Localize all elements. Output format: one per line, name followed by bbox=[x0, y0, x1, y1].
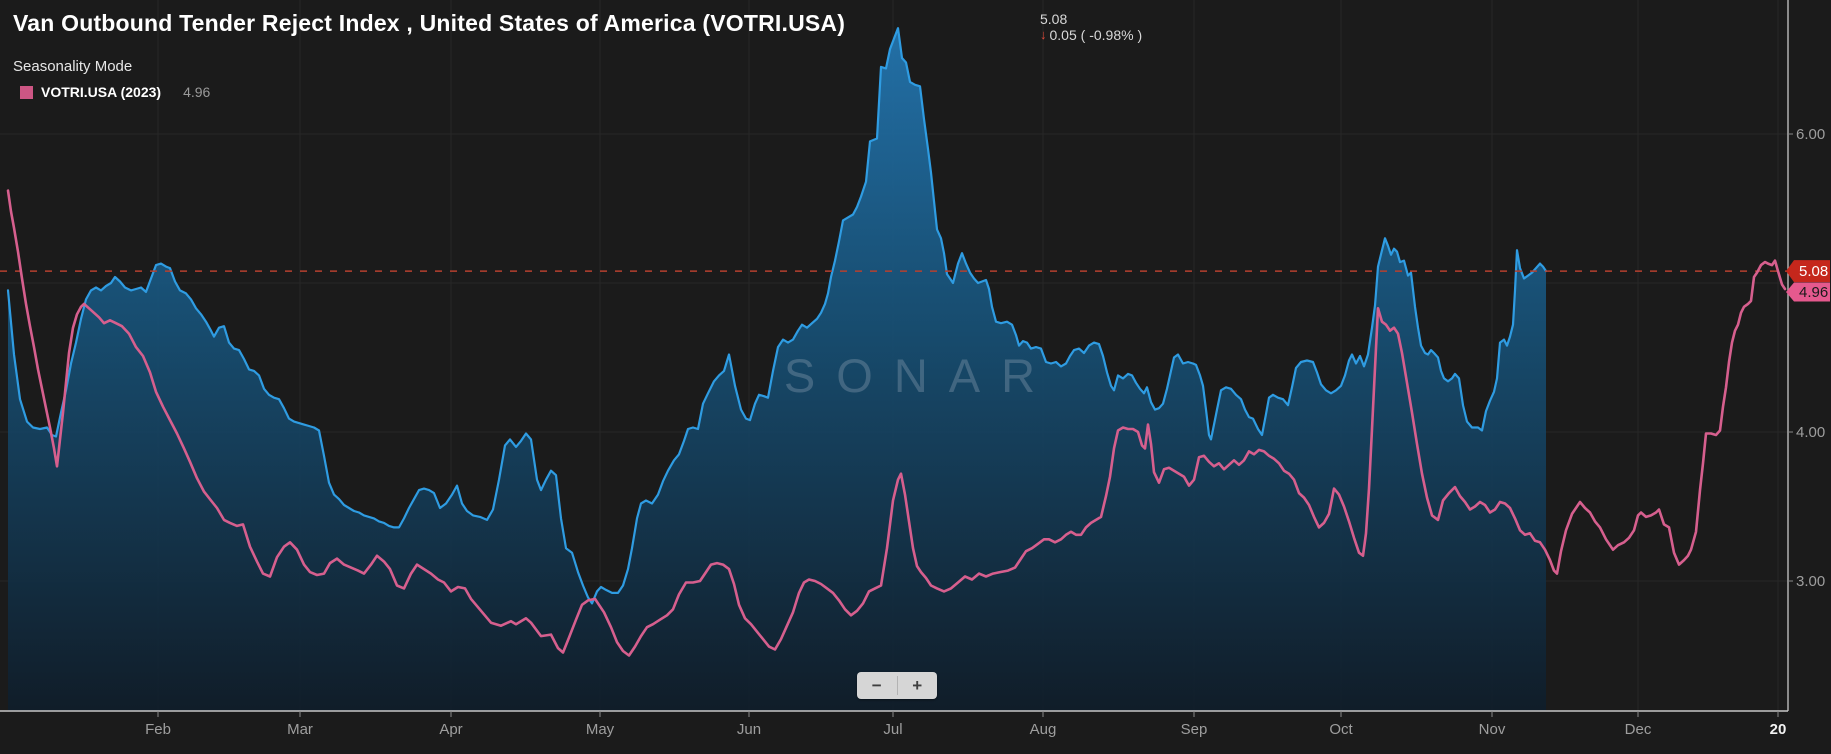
seasonal-value-badge bbox=[1786, 282, 1830, 302]
y-axis-label-3.00[interactable]: 3.00 bbox=[1796, 573, 1825, 590]
price-change-row: ↓ 0.05 ( -0.98% ) bbox=[1040, 27, 1142, 43]
x-axis-label-feb[interactable]: Feb bbox=[145, 721, 171, 738]
legend-series-label: VOTRI.USA (2023) bbox=[41, 84, 162, 100]
x-axis-label-aug[interactable]: Aug bbox=[1030, 721, 1057, 738]
zoom-control-divider bbox=[896, 676, 898, 695]
zoom-in-button[interactable]: + bbox=[912, 675, 923, 695]
legend-series-value: 4.96 bbox=[183, 84, 211, 100]
seasonal-value-badge-label: 4.96 bbox=[1799, 284, 1828, 301]
y-axis-label-4.00[interactable]: 4.00 bbox=[1796, 424, 1825, 441]
x-axis-label-oct[interactable]: Oct bbox=[1329, 721, 1353, 738]
seasonality-2023-line bbox=[6, 189, 1787, 657]
x-axis-label-jul[interactable]: Jul bbox=[883, 721, 902, 738]
legend-item-votri-2023[interactable]: VOTRI.USA (2023) 4.96 bbox=[20, 84, 210, 100]
x-axis-label-nov[interactable]: Nov bbox=[1479, 721, 1506, 738]
x-axis-label-jun[interactable]: Jun bbox=[737, 721, 761, 738]
x-axis-label-dec[interactable]: Dec bbox=[1625, 721, 1652, 738]
zoom-control: − + bbox=[857, 672, 937, 699]
current-value-badge bbox=[1786, 260, 1830, 283]
arrow-down-icon: ↓ bbox=[1040, 27, 1047, 42]
current-year-line bbox=[6, 27, 1548, 605]
x-axis-label-may[interactable]: May bbox=[586, 721, 615, 738]
sonar-watermark: SONAR bbox=[784, 349, 1056, 402]
price-change-text: 0.05 ( -0.98% ) bbox=[1049, 27, 1143, 43]
seasonality-mode-label: Seasonality Mode bbox=[13, 58, 133, 75]
y-axis-label-6.00[interactable]: 6.00 bbox=[1796, 126, 1825, 143]
x-axis-label-sep[interactable]: Sep bbox=[1181, 721, 1208, 738]
current-year-area-fill bbox=[8, 28, 1546, 711]
legend-swatch bbox=[20, 85, 33, 99]
zoom-out-button[interactable]: − bbox=[871, 675, 882, 695]
last-price-value: 5.08 bbox=[1040, 11, 1068, 27]
last-price-block: 5.08 ↓ 0.05 ( -0.98% ) bbox=[1040, 11, 1142, 43]
x-axis-label-mar[interactable]: Mar bbox=[287, 721, 313, 738]
x-axis-label-20[interactable]: 20 bbox=[1770, 721, 1787, 738]
current-value-badge-label: 5.08 bbox=[1799, 263, 1828, 280]
page-title: Van Outbound Tender Reject Index , Unite… bbox=[13, 10, 846, 36]
x-axis-label-apr[interactable]: Apr bbox=[439, 721, 462, 738]
